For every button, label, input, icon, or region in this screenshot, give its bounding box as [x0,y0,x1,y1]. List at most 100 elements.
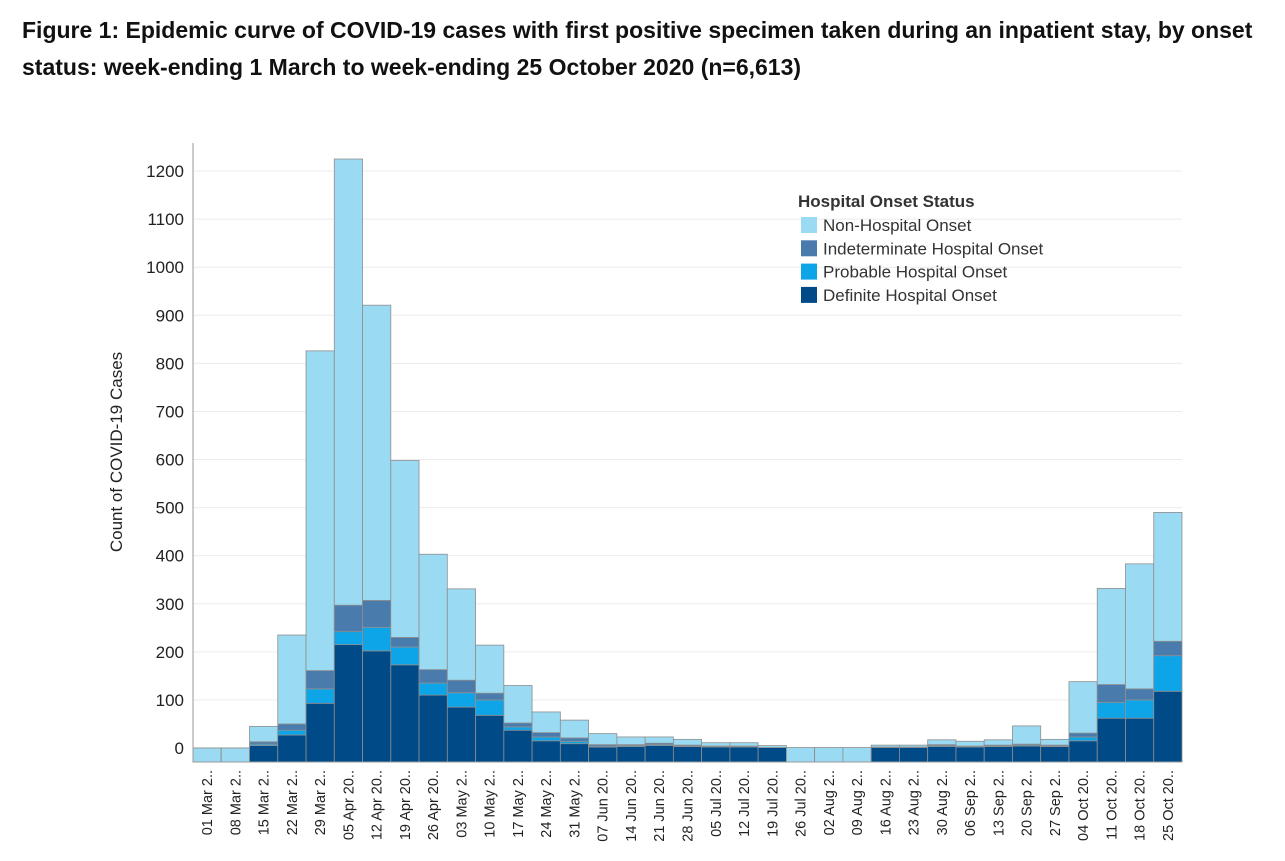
bar-indeterminate-hospital-onset [390,637,420,648]
x-tick-label: 12 Apr 20.. [370,770,386,840]
x-tick-label: 29 Mar 2.. [313,770,329,835]
bar-definite-hospital-onset [927,746,957,763]
bar-definite-hospital-onset [305,702,335,763]
y-tick-label: 700 [156,402,184,421]
bar-stack-29-mar-2 [305,350,335,763]
bar-definite-hospital-onset [1096,717,1126,763]
bar-non-hospital-onset [814,747,844,763]
bar-stack-04-oct-20 [1068,681,1098,763]
x-tick-label: 31 May 2.. [567,770,583,838]
bar-non-hospital-onset [220,747,250,763]
legend-label-definite-hospital-onset: Definite Hospital Onset [823,286,997,305]
bar-stack-05-jul-20 [701,742,731,763]
bar-definite-hospital-onset [1068,740,1098,763]
bar-non-hospital-onset [446,588,476,681]
bar-indeterminate-hospital-onset [475,692,505,701]
bar-stack-23-aug-2 [899,744,929,763]
bar-non-hospital-onset [559,719,589,739]
bar-definite-hospital-onset [362,650,392,763]
x-tick-label: 05 Jul 20.. [709,770,725,837]
y-tick-label: 200 [156,643,184,662]
bar-non-hospital-onset [1012,725,1042,745]
bar-non-hospital-onset [418,553,448,671]
axes [192,143,1182,763]
bar-indeterminate-hospital-onset [305,670,335,690]
bar-indeterminate-hospital-onset [1096,684,1126,703]
bar-probable-hospital-onset [1068,736,1098,742]
bar-non-hospital-onset [390,460,420,638]
x-tick-label: 27 Sep 2.. [1048,770,1064,836]
bar-definite-hospital-onset [757,747,787,763]
bar-non-hospital-onset [983,739,1013,746]
bar-probable-hospital-onset [333,631,363,646]
bar-stack-12-jul-20 [729,742,759,763]
bar-stack-25-oct-20 [1153,512,1183,763]
bar-stack-31-may-2 [559,719,589,763]
bar-definite-hospital-onset [870,747,900,763]
bar-probable-hospital-onset [503,726,533,731]
bar-stack-13-sep-2 [983,739,1013,763]
bar-non-hospital-onset [927,739,957,746]
bar-stack-02-aug-2 [814,747,844,763]
bar-indeterminate-hospital-onset [333,604,363,633]
bar-indeterminate-hospital-onset [418,669,448,684]
x-tick-label: 22 Mar 2.. [285,770,301,835]
bar-indeterminate-hospital-onset [446,679,476,694]
x-tick-label: 11 Oct 20.. [1104,770,1120,840]
bar-definite-hospital-onset [899,747,929,763]
bar-definite-hospital-onset [277,734,307,763]
x-tick-label: 26 Jul 20.. [794,770,810,837]
bar-non-hospital-onset [786,747,816,763]
bar-non-hospital-onset [701,742,731,747]
x-tick-labels: 01 Mar 2.. 08 Mar 2.. 15 Mar 2.. 22 Mar 2..… [200,770,1177,842]
bar-stack-05-apr-20 [333,158,363,763]
bar-non-hospital-onset [757,745,787,748]
x-tick-label: 04 Oct 20.. [1076,770,1092,841]
bar-stack-22-mar-2 [277,634,307,763]
bar-non-hospital-onset [1153,512,1183,642]
bar-stack-20-sep-2 [1012,725,1042,763]
x-tick-label: 10 May 2.. [483,770,499,838]
y-tick-label: 500 [156,499,184,518]
bar-indeterminate-hospital-onset [1125,688,1155,701]
bar-definite-hospital-onset [418,694,448,763]
x-tick-label: 25 Oct 20.. [1161,770,1177,841]
x-tick-label: 24 May 2.. [539,770,555,838]
bar-definite-hospital-onset [701,746,731,763]
bar-indeterminate-hospital-onset [1068,732,1098,738]
x-tick-label: 03 May 2.. [454,770,470,838]
x-tick-label: 18 Oct 20.. [1133,770,1149,841]
legend: Hospital Onset Status Non-Hospital Onset… [798,192,1043,305]
bar-indeterminate-hospital-onset [503,722,533,728]
legend-swatch-definite-hospital-onset [801,286,817,303]
bar-stack-09-aug-2 [842,747,872,763]
y-tick-label: 300 [156,595,184,614]
x-tick-label: 19 Apr 20.. [398,770,414,840]
bar-non-hospital-onset [1040,738,1070,746]
bar-definite-hospital-onset [1125,717,1155,763]
bar-probable-hospital-onset [475,699,505,716]
bar-definite-hospital-onset [559,743,589,763]
bar-non-hospital-onset [870,744,900,748]
bar-probable-hospital-onset [1096,701,1126,719]
bar-definite-hospital-onset [503,729,533,763]
bar-non-hospital-onset [588,733,618,746]
x-tick-label: 28 Jun 20.. [681,770,697,842]
bar-non-hospital-onset [531,711,561,734]
bar-stacks [192,158,1183,763]
bar-non-hospital-onset [475,644,505,694]
x-tick-label: 08 Mar 2.. [228,770,244,835]
bar-definite-hospital-onset [475,714,505,763]
bar-definite-hospital-onset [390,664,420,763]
y-tick-label: 1100 [147,210,184,229]
bar-stack-26-apr-20 [418,553,448,763]
bar-stack-15-mar-2 [249,725,279,763]
bar-definite-hospital-onset [1040,746,1070,763]
bar-stack-27-sep-2 [1040,738,1070,763]
x-tick-label: 30 Aug 2.. [935,770,951,835]
bar-stack-07-jun-20 [588,733,618,763]
bar-non-hospital-onset [1125,563,1155,690]
bar-non-hospital-onset [277,634,307,725]
x-tick-label: 15 Mar 2.. [257,770,273,835]
x-tick-label: 13 Sep 2.. [991,770,1007,836]
